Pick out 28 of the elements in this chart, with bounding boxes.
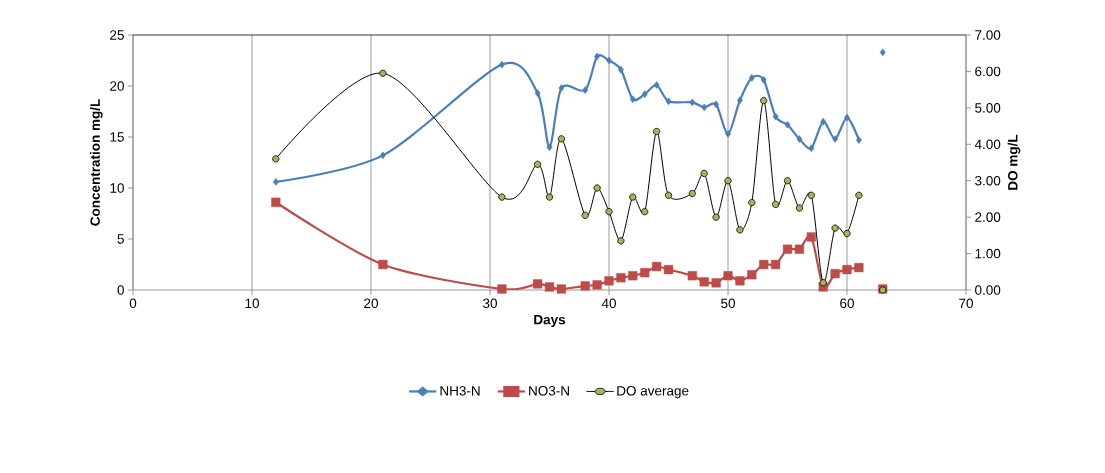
y-tick-label: 10	[110, 183, 124, 193]
y-tick-label: 15	[110, 132, 124, 142]
y2-tick-label: 1.00	[975, 248, 1001, 259]
x-tick-label: 70	[959, 298, 973, 309]
y2-axis-title: DO mg/L	[1007, 134, 1021, 190]
y-tick-label: 5	[117, 234, 124, 244]
y-axis-title: Concentration mg/L	[89, 99, 103, 226]
x-tick-label: 50	[721, 298, 735, 309]
legend-label: DO average	[617, 385, 689, 399]
y2-tick-label: 5.00	[975, 103, 1001, 113]
x-tick-label: 0	[129, 298, 137, 309]
y2-tick-label: 7.00	[975, 30, 1001, 40]
legend-label: NO3-N	[529, 385, 569, 396]
x-tick-label: 10	[245, 298, 259, 309]
x-tick-label: 40	[601, 298, 616, 309]
y2-tick-label: 0.00	[975, 285, 1001, 295]
y-tick-label: 0	[117, 285, 124, 295]
y-tick-label: 20	[110, 81, 124, 91]
x-tick-label: 20	[364, 298, 378, 309]
x-tick-label: 60	[840, 298, 854, 309]
legend-label: NH3-N	[440, 385, 480, 396]
y2-tick-label: 4.00	[974, 139, 1001, 150]
y2-tick-label: 2.00	[975, 212, 1001, 222]
x-tick-label: 30	[483, 298, 497, 309]
y2-tick-label: 6.00	[975, 66, 1001, 77]
y2-tick-label: 3.00	[975, 175, 1001, 186]
x-axis-title: Days	[534, 314, 566, 327]
y-tick-label: 25	[110, 30, 124, 40]
